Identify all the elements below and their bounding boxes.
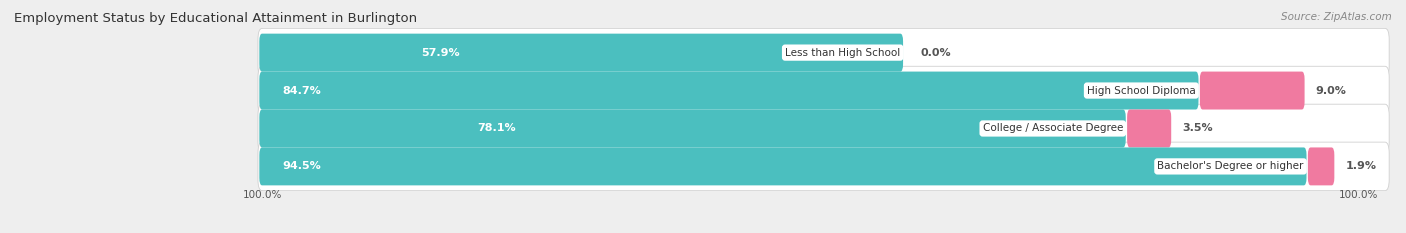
Text: High School Diploma: High School Diploma [1087,86,1195,96]
FancyBboxPatch shape [1128,110,1171,147]
Text: College / Associate Degree: College / Associate Degree [983,123,1123,134]
FancyBboxPatch shape [259,147,1306,185]
Text: 9.0%: 9.0% [1316,86,1347,96]
FancyBboxPatch shape [257,142,1389,191]
Text: Source: ZipAtlas.com: Source: ZipAtlas.com [1281,12,1392,22]
Text: 78.1%: 78.1% [477,123,516,134]
FancyBboxPatch shape [1308,147,1334,185]
Text: 0.0%: 0.0% [921,48,952,58]
FancyBboxPatch shape [1199,72,1305,110]
Text: Less than High School: Less than High School [785,48,900,58]
Text: Bachelor's Degree or higher: Bachelor's Degree or higher [1157,161,1303,171]
FancyBboxPatch shape [257,28,1389,77]
Text: 1.9%: 1.9% [1346,161,1376,171]
Text: Employment Status by Educational Attainment in Burlington: Employment Status by Educational Attainm… [14,12,418,25]
Text: 100.0%: 100.0% [1339,190,1378,200]
FancyBboxPatch shape [259,72,1198,110]
FancyBboxPatch shape [259,110,1126,147]
Text: 3.5%: 3.5% [1182,123,1213,134]
Text: 57.9%: 57.9% [422,48,460,58]
Text: 84.7%: 84.7% [283,86,322,96]
Text: 100.0%: 100.0% [242,190,281,200]
FancyBboxPatch shape [257,66,1389,115]
Text: 94.5%: 94.5% [283,161,322,171]
FancyBboxPatch shape [257,104,1389,153]
FancyBboxPatch shape [259,34,903,72]
